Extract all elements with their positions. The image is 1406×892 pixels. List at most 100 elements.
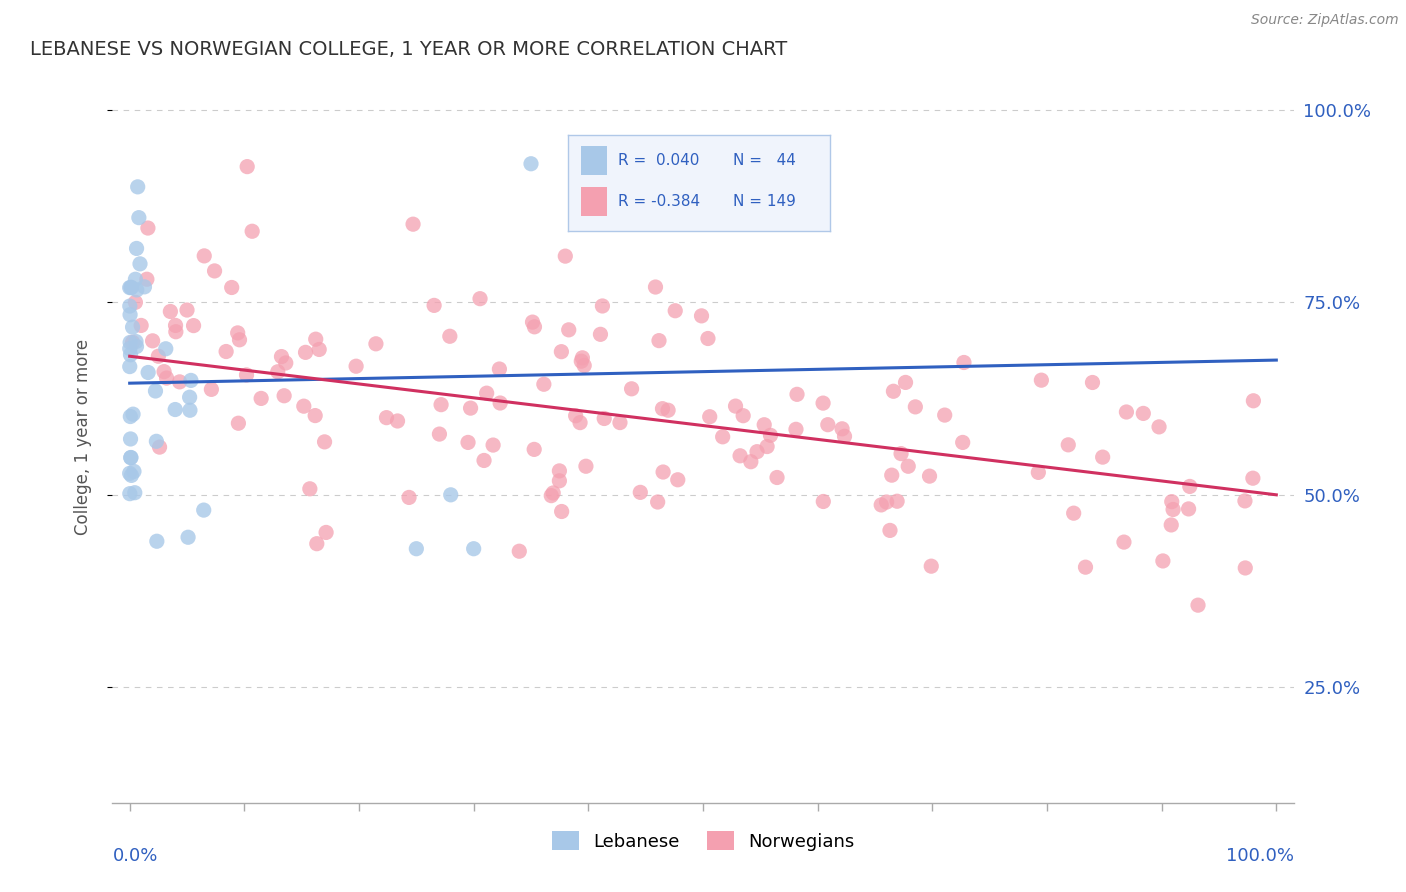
Point	[305, 537, 328, 551]
Point	[118, 342, 141, 356]
Point	[591, 299, 613, 313]
Point	[267, 365, 290, 379]
Point	[1160, 494, 1182, 508]
Point	[1057, 438, 1080, 452]
Point	[120, 450, 142, 465]
Point	[1074, 560, 1097, 574]
Point	[697, 331, 720, 345]
Point	[200, 383, 222, 397]
Point	[522, 315, 544, 329]
Point	[651, 401, 673, 416]
Point	[620, 382, 643, 396]
Point	[155, 371, 177, 385]
Point	[314, 434, 336, 449]
Point	[652, 465, 675, 479]
Point	[554, 249, 576, 263]
Point	[128, 211, 150, 225]
Point	[733, 409, 755, 423]
Point	[533, 377, 555, 392]
Point	[118, 299, 141, 313]
Point	[1234, 561, 1257, 575]
Point	[315, 525, 337, 540]
Text: N =   44: N = 44	[733, 153, 796, 168]
Point	[430, 398, 453, 412]
Point	[204, 264, 226, 278]
Point	[745, 444, 768, 458]
Point	[118, 280, 141, 294]
Point	[548, 464, 571, 478]
Point	[475, 386, 498, 401]
Point	[125, 334, 148, 349]
Point	[1178, 479, 1201, 493]
Point	[811, 396, 834, 410]
Point	[550, 344, 572, 359]
Point	[879, 524, 901, 538]
Point	[122, 464, 145, 478]
Bar	[581, 187, 607, 216]
Point	[523, 442, 546, 457]
Point	[886, 494, 908, 508]
Point	[129, 257, 152, 271]
Point	[122, 407, 145, 421]
Point	[134, 280, 156, 294]
Point	[657, 403, 679, 417]
Point	[550, 504, 572, 518]
Point	[429, 427, 451, 442]
Point	[1160, 517, 1182, 532]
Point	[918, 469, 941, 483]
Point	[1177, 502, 1199, 516]
Point	[135, 272, 157, 286]
Point	[240, 224, 263, 238]
Point	[153, 365, 176, 379]
Point	[118, 359, 141, 374]
Point	[1241, 471, 1264, 485]
Point	[124, 272, 146, 286]
Point	[472, 453, 495, 467]
Point	[228, 333, 250, 347]
Point	[120, 348, 142, 362]
Point	[1063, 506, 1085, 520]
Point	[870, 498, 893, 512]
Point	[398, 491, 420, 505]
Point	[880, 468, 903, 483]
Bar	[581, 146, 607, 175]
Point	[145, 384, 167, 398]
Point	[647, 495, 669, 509]
Point	[1081, 376, 1104, 390]
Point	[179, 390, 201, 404]
Point	[298, 482, 321, 496]
Point	[120, 280, 142, 294]
Text: N = 149: N = 149	[733, 194, 796, 210]
Point	[460, 401, 482, 416]
Point	[482, 438, 505, 452]
Point	[488, 362, 510, 376]
Point	[146, 534, 169, 549]
Point	[1187, 598, 1209, 612]
Point	[375, 410, 398, 425]
Point	[120, 280, 142, 294]
Point	[125, 242, 148, 256]
Point	[904, 400, 927, 414]
Point	[305, 332, 328, 346]
Point	[894, 376, 917, 390]
Y-axis label: College, 1 year or more: College, 1 year or more	[73, 339, 91, 535]
Point	[344, 359, 367, 374]
Text: Source: ZipAtlas.com: Source: ZipAtlas.com	[1251, 13, 1399, 28]
Point	[308, 343, 330, 357]
Point	[402, 217, 425, 231]
Point	[120, 450, 142, 465]
Point	[1161, 502, 1184, 516]
Point	[364, 336, 387, 351]
Point	[129, 318, 152, 333]
Point	[304, 409, 326, 423]
Text: 100.0%: 100.0%	[1226, 847, 1294, 864]
Point	[589, 327, 612, 342]
Legend: Lebanese, Norwegians: Lebanese, Norwegians	[543, 822, 863, 860]
Point	[609, 416, 631, 430]
Point	[648, 334, 671, 348]
Point	[920, 559, 942, 574]
Point	[786, 387, 808, 401]
Point	[136, 366, 159, 380]
Point	[1115, 405, 1137, 419]
Text: R =  0.040: R = 0.040	[617, 153, 699, 168]
